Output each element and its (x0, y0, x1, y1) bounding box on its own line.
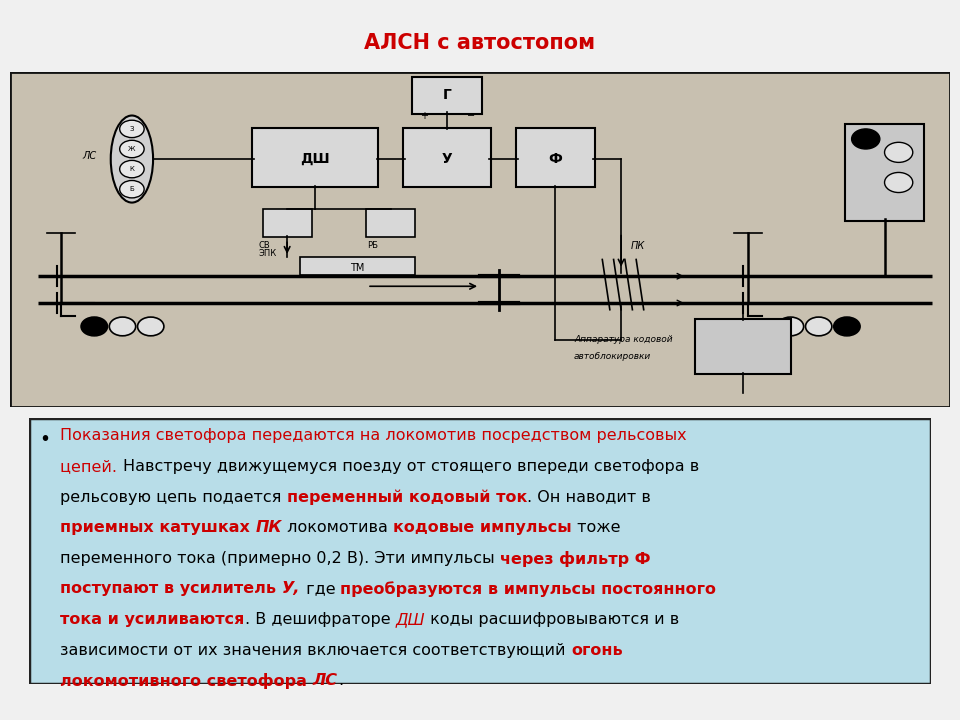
Text: кодовые импульсы: кодовые импульсы (394, 520, 572, 535)
FancyBboxPatch shape (695, 319, 791, 374)
Circle shape (805, 317, 832, 336)
Text: Б: Б (130, 186, 134, 192)
Circle shape (81, 317, 108, 336)
FancyBboxPatch shape (366, 209, 415, 237)
Circle shape (120, 161, 144, 178)
Text: ДШ: ДШ (300, 152, 330, 166)
Text: переменный кодовый ток: переменный кодовый ток (287, 490, 527, 505)
Text: преобразуются в импульсы постоянного: преобразуются в импульсы постоянного (341, 582, 716, 597)
Text: локомотива: локомотива (282, 520, 394, 535)
Text: ЛС: ЛС (313, 673, 338, 688)
Text: АЛСН с автостопом: АЛСН с автостопом (365, 33, 595, 53)
FancyBboxPatch shape (263, 209, 312, 237)
Text: −: − (467, 111, 474, 120)
Text: . В дешифраторе: . В дешифраторе (245, 612, 396, 627)
Text: переменного тока (примерно 0,2 В). Эти импульсы: переменного тока (примерно 0,2 В). Эти и… (60, 551, 500, 566)
Text: приемных катушках: приемных катушках (60, 520, 256, 535)
Text: ПК: ПК (631, 241, 645, 251)
Text: Навстречу движущемуся поезду от стоящего впереди светофора в: Навстречу движущемуся поезду от стоящего… (123, 459, 699, 474)
Text: где: где (300, 582, 341, 596)
Text: •: • (39, 430, 51, 449)
Circle shape (778, 317, 804, 336)
Text: зависимости от их значения включается соответствующий: зависимости от их значения включается со… (60, 643, 571, 657)
Circle shape (120, 120, 144, 138)
Circle shape (884, 172, 913, 192)
Circle shape (884, 143, 913, 163)
Text: через фильтр Ф: через фильтр Ф (500, 551, 651, 567)
Text: тоже: тоже (572, 520, 620, 535)
Circle shape (109, 317, 135, 336)
FancyBboxPatch shape (29, 418, 931, 684)
Text: рельсовую цепь подается: рельсовую цепь подается (60, 490, 287, 505)
Text: Показания светофора передаются на локомотив посредством рельсовых: Показания светофора передаются на локомо… (60, 428, 687, 444)
Text: тока и усиливаются: тока и усиливаются (60, 612, 245, 627)
Circle shape (833, 317, 860, 336)
Text: К: К (130, 166, 134, 172)
Text: Аппаратура кодовой: Аппаратура кодовой (574, 336, 673, 344)
FancyBboxPatch shape (412, 77, 482, 114)
Circle shape (120, 140, 144, 158)
FancyBboxPatch shape (300, 257, 415, 275)
Circle shape (120, 181, 144, 198)
Text: У: У (442, 152, 452, 166)
Text: цепей.: цепей. (60, 459, 123, 474)
FancyBboxPatch shape (252, 127, 378, 187)
Text: локомотивного светофора: локомотивного светофора (60, 673, 313, 689)
FancyBboxPatch shape (403, 127, 492, 187)
Text: +: + (420, 111, 427, 120)
Text: ДШ: ДШ (396, 612, 425, 627)
Text: . Он наводит в: . Он наводит в (527, 490, 651, 505)
Text: ЛС: ЛС (83, 150, 97, 161)
Ellipse shape (110, 115, 153, 202)
Text: Ф: Ф (548, 152, 563, 166)
Text: Г: Г (443, 89, 451, 102)
FancyBboxPatch shape (10, 72, 950, 407)
FancyBboxPatch shape (845, 125, 924, 220)
Text: Ж: Ж (128, 146, 135, 152)
Circle shape (852, 129, 879, 149)
FancyBboxPatch shape (516, 127, 595, 187)
Text: ЭПК: ЭПК (259, 249, 277, 258)
Text: У,: У, (282, 582, 300, 596)
Text: коды расшифровываются и в: коды расшифровываются и в (425, 612, 680, 627)
Text: ТМ: ТМ (350, 263, 365, 273)
Text: .: . (338, 673, 343, 688)
Text: СВ: СВ (259, 240, 271, 250)
Text: РБ: РБ (367, 240, 378, 250)
Circle shape (137, 317, 164, 336)
Text: поступают в усилитель: поступают в усилитель (60, 582, 282, 596)
Text: ПК: ПК (256, 520, 282, 535)
Text: З: З (130, 126, 134, 132)
Text: автоблокировки: автоблокировки (574, 352, 651, 361)
Text: огонь: огонь (571, 643, 623, 657)
